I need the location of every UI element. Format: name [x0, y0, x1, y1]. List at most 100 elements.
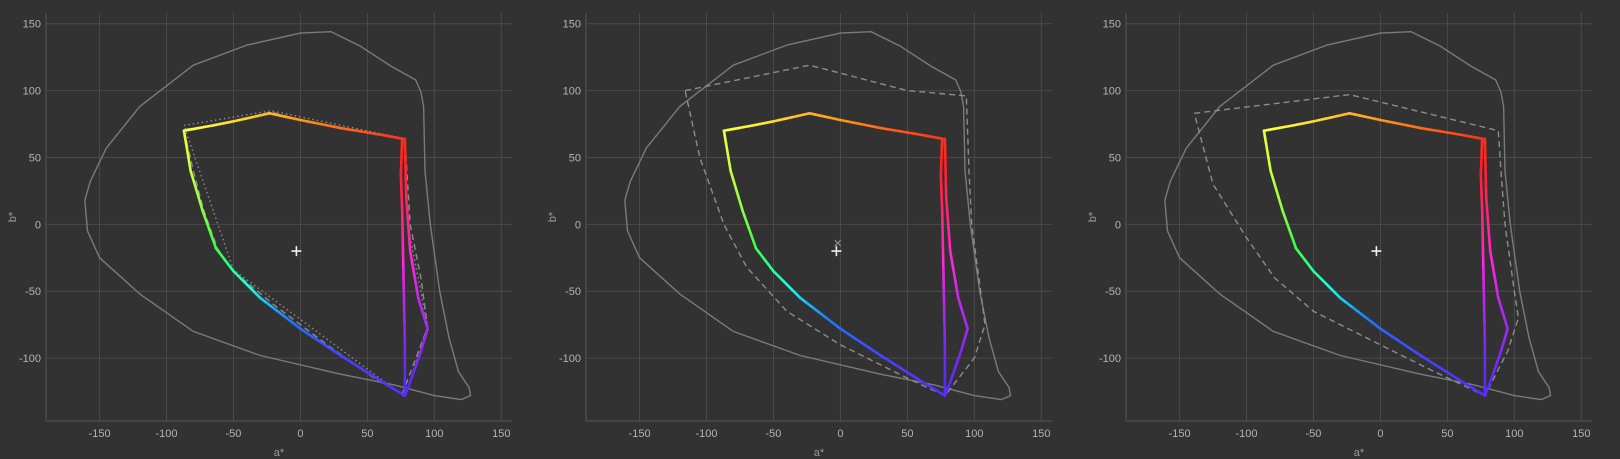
dashed-gamut-line	[684, 64, 986, 397]
y-tick-label: 150	[563, 19, 581, 31]
y-tick-label: 0	[35, 219, 41, 231]
y-tick-label: 50	[569, 152, 581, 164]
x-tick-label: -150	[629, 428, 651, 440]
x-tick-label: 150	[1032, 428, 1050, 440]
x-tick-label: -50	[766, 428, 782, 440]
gamut-segment	[407, 231, 411, 244]
gamut-segment	[812, 306, 822, 315]
x-tick-label: -150	[1169, 428, 1191, 440]
gamut-segment	[805, 301, 815, 310]
gamut-segment	[892, 362, 902, 370]
gamut-segment	[345, 358, 356, 366]
x-tick-label: 150	[492, 428, 510, 440]
y-axis-label: b*	[547, 211, 559, 222]
gamut-segment	[404, 196, 409, 208]
gamut-segment	[798, 296, 809, 305]
x-tick-label: 50	[1441, 428, 1453, 440]
gamut-segment	[951, 265, 956, 276]
gamut-segment	[305, 331, 316, 339]
gamut-segment	[954, 281, 959, 292]
y-axis-label: b*	[1087, 211, 1099, 222]
gamut-segment	[411, 265, 416, 276]
white-point-cross-marker	[834, 239, 842, 247]
x-tick-label: -150	[89, 428, 111, 440]
gamut-segment	[406, 223, 411, 235]
x-tick-label: 0	[297, 428, 303, 440]
y-tick-label: 100	[1103, 86, 1121, 98]
x-axis-label: a*	[274, 447, 285, 459]
y-tick-label: 100	[563, 86, 581, 98]
y-tick-label: 0	[575, 219, 581, 231]
gamut-segment	[1452, 375, 1463, 383]
gamut-segment	[948, 240, 952, 253]
gamut-segment	[952, 273, 957, 284]
y-tick-label: 50	[29, 152, 41, 164]
gamut-segment	[1486, 214, 1490, 226]
gamut-segment	[299, 327, 309, 335]
gamut-segment	[879, 354, 889, 361]
x-tick-label: -100	[1236, 428, 1258, 440]
gamut-segment	[1412, 349, 1422, 357]
gamut-segment	[1425, 358, 1436, 366]
gamut-segment	[406, 214, 410, 226]
x-tick-label: 150	[1572, 428, 1590, 440]
x-axis-label: a*	[1354, 447, 1365, 459]
gamut-segment	[1352, 306, 1362, 315]
gamut-segment	[1385, 331, 1396, 339]
gamut-segment	[408, 249, 413, 261]
dashed-gamut-line	[183, 111, 429, 395]
white-point-plus-marker	[831, 246, 842, 257]
x-tick-label: -50	[226, 428, 242, 440]
x-tick-label: 0	[837, 428, 843, 440]
gamut-segment	[1345, 301, 1355, 310]
x-axis-label: a*	[814, 447, 825, 459]
gamut-segment	[279, 312, 289, 320]
gamut-segment	[906, 371, 916, 378]
x-tick-label: -100	[696, 428, 718, 440]
gamut-segment	[899, 366, 909, 374]
x-tick-label: 50	[361, 428, 373, 440]
gamut-segment	[1492, 273, 1497, 284]
y-tick-label: 150	[23, 19, 41, 31]
gamut-segment	[359, 366, 369, 374]
gamut-segment	[819, 312, 829, 320]
y-tick-label: -100	[19, 353, 41, 365]
y-tick-label: 150	[1103, 19, 1121, 31]
chart-panel-2: -150 -100 -50 0 50 100 150 150 100 50 0 -50 -100 a* b*	[547, 13, 1052, 459]
gamut-segment	[852, 336, 862, 344]
dotted-gamut-line	[183, 109, 429, 398]
gamut-segment	[312, 336, 322, 344]
y-tick-label: 100	[23, 86, 41, 98]
gamut-segment	[944, 196, 949, 208]
gamut-segment	[405, 205, 409, 217]
gamut-segment	[292, 322, 302, 330]
gamut-segment	[839, 327, 849, 335]
y-tick-label: -50	[1105, 286, 1121, 298]
x-tick-label: 0	[1377, 428, 1383, 440]
gamut-segment	[1490, 257, 1495, 269]
gamut-segment	[946, 214, 950, 226]
x-tick-label: 100	[965, 428, 983, 440]
gamut-segment	[947, 231, 951, 244]
gamut-segment	[1494, 281, 1499, 292]
gamut-segment	[319, 340, 329, 348]
gamut-segment	[332, 349, 342, 357]
gamut-segment	[408, 240, 412, 253]
gamut-segment	[1392, 336, 1402, 344]
gamut-segment	[415, 288, 420, 300]
gamut-segment	[832, 322, 842, 330]
gamut-segment	[872, 349, 882, 357]
gamut-boundary-line	[1262, 112, 1509, 397]
gamut-segment	[1495, 288, 1500, 300]
y-tick-label: -100	[559, 353, 581, 365]
x-tick-label: 100	[1505, 428, 1523, 440]
gamut-segment	[272, 306, 282, 315]
gamut-segment	[1365, 317, 1376, 325]
spectral-locus-line	[624, 31, 1012, 401]
gamut-segment	[366, 371, 376, 378]
gamut-segment	[950, 257, 955, 269]
gamut-boundary-line	[722, 112, 969, 397]
gamut-segment	[859, 340, 869, 348]
gamut-segment	[1338, 296, 1349, 305]
y-tick-label: 0	[1115, 219, 1121, 231]
